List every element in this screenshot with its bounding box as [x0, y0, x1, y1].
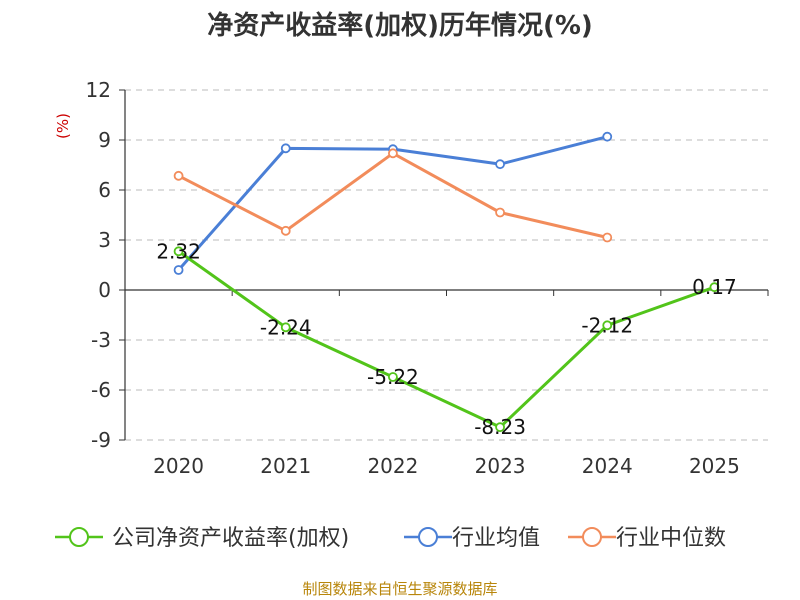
series-point-2	[173, 170, 184, 181]
axes	[119, 89, 769, 441]
series-point-2	[495, 207, 505, 218]
y-tick-label: 9	[98, 128, 111, 152]
series-point-2	[388, 148, 398, 159]
series-point-2	[280, 225, 291, 236]
legend-marker-0	[69, 527, 89, 547]
series-group	[173, 131, 720, 433]
y-axis-unit: (%)	[54, 113, 72, 139]
y-tick-label: 0	[98, 278, 111, 302]
y-tick-label: -6	[91, 378, 111, 402]
legend-label-1[interactable]: 行业均值	[452, 526, 540, 551]
series-point-1	[280, 143, 291, 154]
y-tick-label: -3	[91, 328, 111, 352]
series-point-1	[495, 159, 505, 170]
x-tick-label: 2020	[153, 454, 204, 478]
series-point-0	[495, 422, 505, 433]
legend-label-2[interactable]: 行业中位数	[616, 526, 726, 551]
source-note: 制图数据来自恒生聚源数据库	[302, 580, 497, 598]
series-point-0	[709, 282, 720, 293]
data-label: 0.17	[692, 275, 737, 299]
series-point-0	[602, 320, 613, 331]
series-point-0	[173, 246, 184, 257]
series-point-2	[602, 232, 613, 243]
legend-marker-2	[582, 527, 602, 547]
x-tick-label: 2021	[260, 454, 311, 478]
y-tick-label: -9	[91, 428, 111, 452]
series-point-0	[280, 322, 291, 333]
x-tick-label: 2022	[367, 454, 418, 478]
data-label: -8.23	[474, 415, 526, 439]
y-tick-label: 3	[98, 228, 111, 252]
series-point-1	[173, 265, 184, 275]
x-tick-label: 2024	[582, 454, 633, 478]
y-tick-label: 12	[86, 78, 111, 102]
series-point-1	[602, 131, 613, 142]
data-label: -2.12	[581, 313, 633, 337]
x-tick-label: 2023	[475, 454, 526, 478]
data-label: 2.32	[156, 239, 201, 263]
series-point-0	[388, 372, 398, 382]
legend-label-0[interactable]: 公司净资产收益率(加权)	[112, 526, 349, 551]
data-labels: 2.32 -2.24 -5.22 -8.23 -2.12 0.17	[156, 239, 736, 439]
data-label: -2.24	[260, 315, 312, 339]
y-tick-label: 6	[98, 178, 111, 202]
chart-title: 净资产收益率(加权)历年情况(%)	[207, 10, 593, 41]
data-label: -5.22	[367, 365, 419, 389]
series-line-0	[177, 250, 715, 429]
legend[interactable]: 公司净资产收益率(加权) 行业均值 行业中位数	[55, 526, 726, 551]
x-tick-label: 2025	[689, 454, 740, 478]
legend-marker-1	[418, 527, 438, 547]
grid-lines	[125, 89, 768, 441]
tick-labels: 12 9 6 3 0 -3 -6 -9 2020 2021 2022 2023 2024 2025	[86, 78, 740, 478]
